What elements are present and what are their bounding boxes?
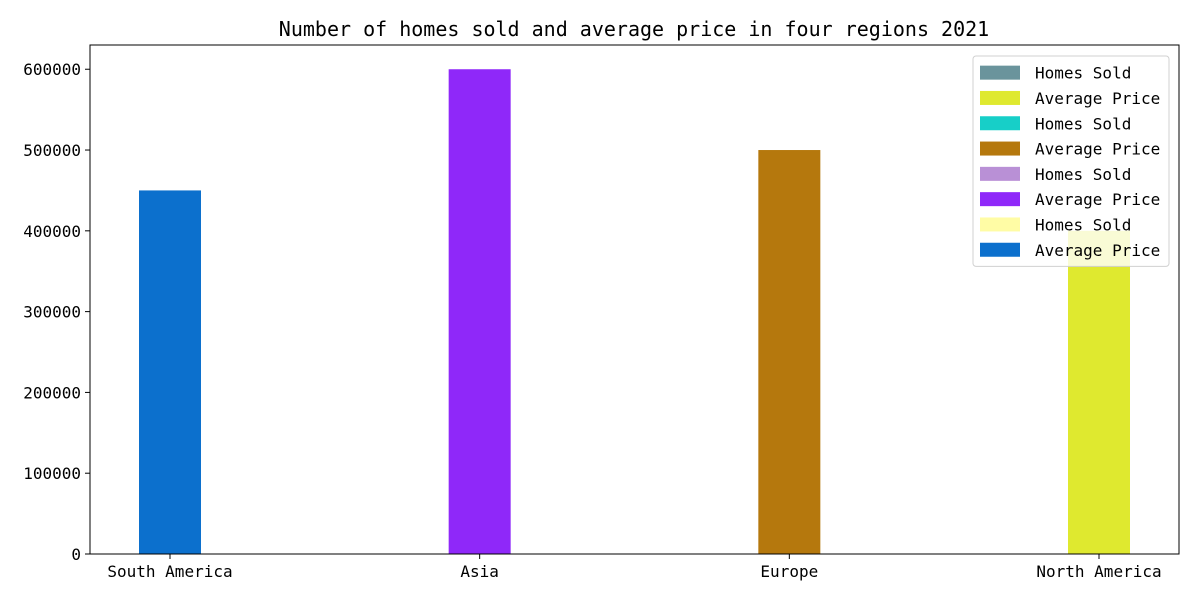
legend-box (972, 55, 1170, 267)
bar-south-america-series-7 (139, 190, 201, 554)
y-tick-label: 100000 (23, 464, 81, 483)
legend-label: Homes Sold (1035, 165, 1131, 184)
legend-label: Average Price (1035, 140, 1160, 159)
legend-label: Homes Sold (1035, 114, 1131, 133)
x-tick-label: South America (107, 562, 232, 581)
x-tick-label: North America (1036, 562, 1161, 581)
y-tick-label: 400000 (23, 222, 81, 241)
axes-layer: 0 100000 200000 300000 400000 500000 600000 Sou… (23, 44, 1180, 581)
bars-layer (139, 69, 1130, 555)
legend-swatch (980, 90, 1020, 105)
legend-swatch (980, 65, 1020, 80)
bar-europe-series-3 (758, 150, 821, 555)
bar-asia-series-5 (448, 69, 511, 554)
legend-label: Homes Sold (1035, 64, 1131, 83)
plot-frame (89, 44, 1180, 555)
chart-title: Number of homes sold and average price i… (279, 17, 989, 41)
legend: Homes Sold Average Price Homes Sold Average… (972, 55, 1170, 267)
x-tick-label: Europe (760, 562, 818, 581)
legend-label: Homes Sold (1035, 215, 1131, 234)
legend-swatch (980, 217, 1020, 232)
legend-swatch (980, 192, 1020, 207)
y-tick-label: 500000 (23, 141, 81, 160)
y-tick-label: 600000 (23, 60, 81, 79)
y-tick-label: 200000 (23, 383, 81, 402)
legend-swatch (980, 116, 1020, 131)
legend-label: Average Price (1035, 89, 1160, 108)
legend-swatch (980, 166, 1020, 181)
legend-swatch (980, 242, 1020, 257)
y-tick-label: 300000 (23, 303, 81, 322)
x-tick-label: Asia (460, 562, 499, 581)
legend-swatch (980, 141, 1020, 156)
y-tick-label: 0 (71, 545, 81, 564)
bar-north-america-series-1 (1068, 230, 1130, 555)
legend-label: Average Price (1035, 190, 1160, 209)
legend-label: Average Price (1035, 241, 1160, 260)
